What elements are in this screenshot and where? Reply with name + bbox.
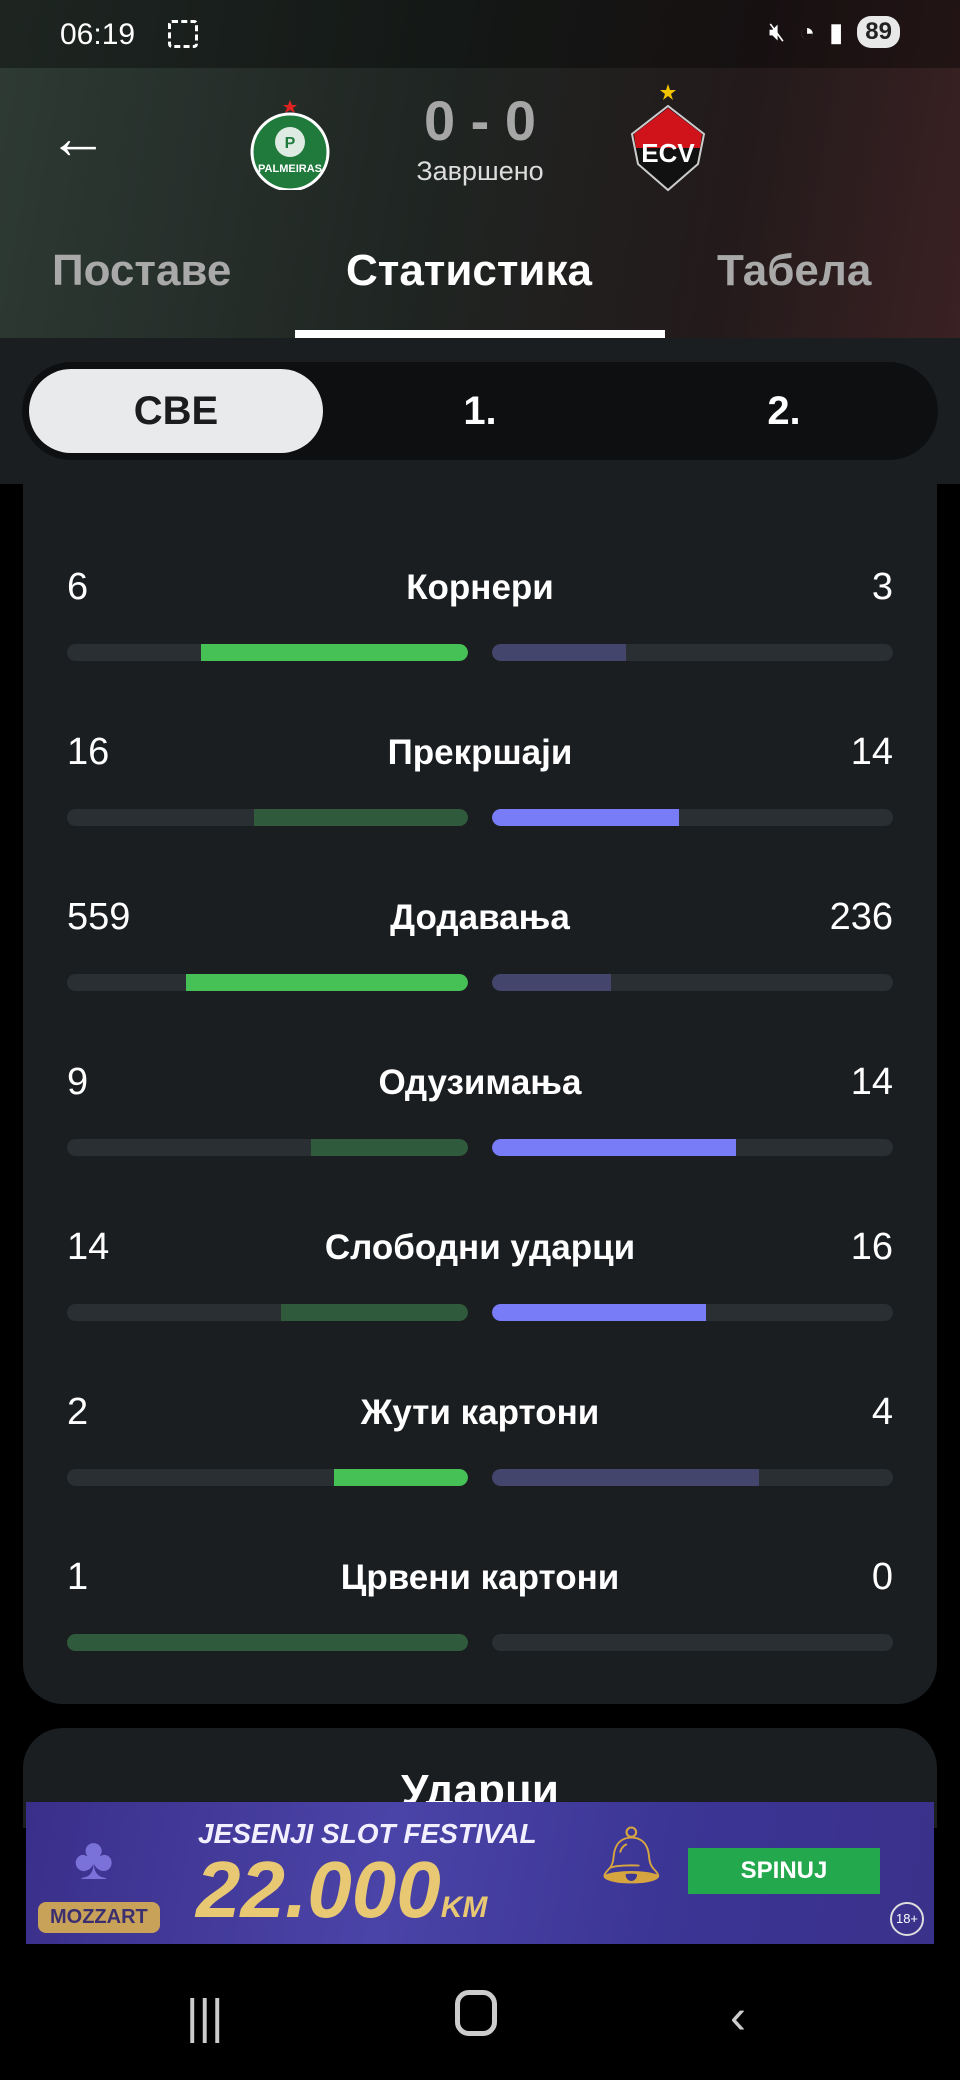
recent-apps-button[interactable]: ||| <box>186 1991 224 2044</box>
away-bar-track <box>492 974 893 991</box>
away-value: 236 <box>829 896 893 938</box>
back-arrow-icon[interactable]: ← <box>48 104 108 171</box>
away-bar-fill <box>492 1139 737 1156</box>
stats-card: 6 Корнери 3 16 Прекршаји 14 559 Додавања… <box>23 484 937 1704</box>
home-bar-fill <box>186 974 468 991</box>
match-score: 0 - 0 <box>423 89 537 152</box>
home-bar-track <box>67 1139 468 1156</box>
home-value: 14 <box>67 1226 110 1268</box>
clover-icon: ♣ <box>74 1825 114 1892</box>
tab-standings[interactable]: Табела <box>717 246 872 295</box>
home-bar-track <box>67 809 468 826</box>
away-value: 14 <box>850 1061 893 1103</box>
away-bar-track <box>492 1139 893 1156</box>
away-bar-track <box>492 644 893 661</box>
tab-lineups[interactable]: Поставе <box>52 246 232 295</box>
period-filter: СВЕ 1. 2. <box>0 338 960 484</box>
period-second-half-button[interactable]: 2. <box>767 389 801 433</box>
away-bar-fill <box>492 1469 760 1486</box>
away-value: 16 <box>850 1226 893 1268</box>
stat-label: Додавања <box>390 898 570 937</box>
clock: 06:19 <box>60 18 136 51</box>
stat-label: Слободни ударци <box>324 1228 636 1267</box>
stat-row: 2 Жути картони 4 <box>67 1391 893 1511</box>
away-value: 0 <box>871 1556 893 1598</box>
stat-row: 559 Додавања 236 <box>67 896 893 1016</box>
stat-label: Одузимања <box>378 1063 582 1102</box>
ad-amount-value: 22.000 <box>196 1845 441 1934</box>
away-bar-fill <box>492 644 626 661</box>
away-value: 4 <box>871 1391 893 1433</box>
away-value: 14 <box>850 731 893 773</box>
home-value: 1 <box>67 1556 89 1598</box>
away-bar-fill <box>492 809 680 826</box>
ad-brand: MOZZART <box>38 1902 160 1933</box>
signal-icon: ▮ <box>828 16 844 47</box>
home-team-logo: P PALMEIRAS <box>250 100 330 190</box>
away-bar-track <box>492 1634 893 1651</box>
away-bar-fill <box>492 1304 706 1321</box>
stat-label: Жути картони <box>360 1393 600 1432</box>
stat-row: 9 Одузимања 14 <box>67 1061 893 1181</box>
stat-row: 16 Прекршаји 14 <box>67 731 893 851</box>
bell-icon: 🔔︎ <box>596 1823 668 1886</box>
home-button[interactable] <box>455 1990 497 2036</box>
home-bar-track <box>67 974 468 991</box>
match-header: 06:19 🔇︎ ◔ ▮ 89 ← P PALMEIRAS 0 - 0 Завр… <box>0 0 960 338</box>
home-value: 9 <box>67 1061 89 1103</box>
ad-currency: KM <box>440 1891 488 1924</box>
home-bar-track <box>67 644 468 661</box>
home-bar-fill <box>67 1634 468 1651</box>
away-value: 3 <box>871 566 893 608</box>
tab-statistics[interactable]: Статистика <box>346 246 592 295</box>
home-logo-lettering: PALMEIRAS <box>258 163 322 175</box>
home-bar-fill <box>334 1469 468 1486</box>
stat-label: Корнери <box>406 568 554 607</box>
home-value: 559 <box>67 896 131 938</box>
stat-label: Прекршаји <box>387 733 573 772</box>
period-first-half-button[interactable]: 1. <box>463 389 497 433</box>
active-tab-indicator <box>295 330 665 338</box>
away-bar-track <box>492 1304 893 1321</box>
stat-row: 1 Црвени картони 0 <box>67 1556 893 1676</box>
period-all-button[interactable]: СВЕ <box>29 369 323 453</box>
home-bar-fill <box>311 1139 468 1156</box>
match-status: Завршено <box>416 156 544 186</box>
age-restriction-badge: 18+ <box>890 1902 924 1936</box>
home-value: 6 <box>67 566 89 608</box>
ad-cta-button[interactable]: SPINUJ <box>688 1848 880 1894</box>
home-bar-fill <box>200 644 468 661</box>
svg-text:P: P <box>285 135 296 152</box>
away-bar-track <box>492 809 893 826</box>
ad-headline: JESENJI SLOT FESTIVAL <box>198 1818 537 1849</box>
away-bar-fill <box>492 974 612 991</box>
stat-label: Црвени картони <box>340 1558 620 1597</box>
stat-row: 14 Слободни ударци 16 <box>67 1226 893 1346</box>
home-bar-track <box>67 1304 468 1321</box>
home-bar-track <box>67 1634 468 1651</box>
wifi-icon: ◔ <box>799 16 815 47</box>
stat-row: 6 Корнери 3 <box>67 566 893 686</box>
home-value: 2 <box>67 1391 89 1433</box>
home-value: 16 <box>67 731 110 773</box>
status-bar: 06:19 🔇︎ ◔ ▮ 89 <box>0 0 960 68</box>
ad-banner[interactable]: ♣ JESENJI SLOT FESTIVAL 22.000KM 🔔︎ MOZZ… <box>26 1802 934 1944</box>
system-back-button[interactable]: ‹ <box>730 1991 746 2044</box>
screen-record-icon <box>168 20 198 48</box>
battery-indicator: 89 <box>857 16 900 48</box>
mute-icon: 🔇︎ <box>768 16 786 46</box>
home-bar-track <box>67 1469 468 1486</box>
home-bar-fill <box>280 1304 468 1321</box>
ad-amount: 22.000KM <box>196 1844 487 1936</box>
away-team-logo: ECV <box>630 84 706 192</box>
home-bar-fill <box>254 809 468 826</box>
away-bar-track <box>492 1469 893 1486</box>
svg-text:ECV: ECV <box>641 138 695 168</box>
